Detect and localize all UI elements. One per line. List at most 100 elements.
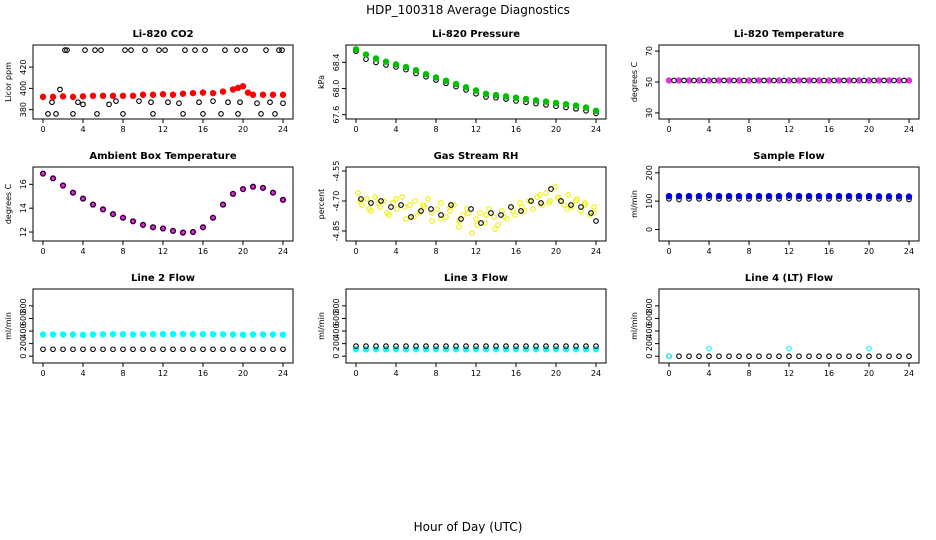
x-tick-label: 12 [471,369,481,378]
data-point [518,208,524,214]
x-tick-label: 20 [864,125,874,134]
data-point [825,77,833,84]
data-point [202,47,208,53]
data-point [179,330,187,338]
y-tick-label: 380 [19,102,28,117]
data-point [676,353,682,360]
x-tick-label: 20 [551,125,561,134]
x-tick-label: 0 [666,247,671,256]
data-point [162,47,168,53]
y-tick-label: 100 [645,194,654,209]
data-point [811,77,817,84]
data-point [447,208,453,214]
data-point [895,193,903,200]
data-point [411,214,417,220]
data-point [512,94,520,101]
data-point [230,191,236,197]
data-point [368,200,374,206]
data-point [795,77,803,84]
data-point [269,91,277,98]
data-point [432,74,440,81]
data-point [875,77,883,84]
data-point [696,353,702,360]
data-point [280,346,286,353]
data-point [258,111,264,117]
data-point [735,192,743,200]
data-point [845,77,853,84]
x-tick-label: 12 [784,369,794,378]
y-tick-label: 600 [332,311,341,326]
data-point [383,343,389,349]
x-tick-label: 24 [904,369,914,378]
y-axis-label: ml/min [4,312,13,340]
data-point [254,100,260,107]
data-point [353,343,359,349]
data-point [372,55,380,62]
data-point [593,343,599,349]
data-point [885,77,893,84]
data-points [352,343,600,353]
data-point [407,202,413,208]
y-tick-label: 67.6 [332,106,341,124]
data-point [393,343,399,349]
data-point [786,345,792,352]
data-point [240,346,246,353]
y-axis-label: Licor ppm [4,62,13,102]
data-point [905,193,913,200]
data-point [806,353,812,360]
data-point [200,111,206,117]
x-tick-label: 24 [904,247,914,256]
data-point [159,91,167,98]
x-tick-label: 8 [120,369,125,378]
data-point [591,210,597,216]
series-raw [358,186,599,226]
y-tick-label: 200 [332,336,341,351]
data-point [70,189,76,196]
data-point [160,346,166,353]
data-point [786,353,792,360]
data-point [791,77,797,84]
y-tick-label: 12 [19,227,28,237]
panel-title: Line 4 (LT) Flow [745,273,833,284]
x-tick-label: 8 [433,125,438,134]
y-tick-label: 800 [19,298,28,313]
data-point [462,84,470,91]
data-point [473,216,479,222]
data-point [492,226,498,232]
data-point [363,343,369,349]
x-tick-label: 20 [864,247,874,256]
data-point [352,46,360,53]
data-point [381,198,387,204]
data-point [546,200,552,206]
panel-title: Gas Stream RH [434,151,519,162]
data-point [735,77,743,84]
data-point [189,330,197,338]
data-point [230,346,236,353]
data-point [250,183,256,190]
data-point [270,189,276,196]
data-point [705,192,713,199]
data-point [50,346,56,353]
data-point [841,77,847,84]
data-point [420,202,426,208]
data-point [522,95,530,103]
data-point [453,343,459,349]
series-raw [40,170,286,236]
data-point [150,224,156,231]
data-point [100,206,106,213]
series-average [39,330,287,339]
data-point [382,58,390,65]
data-point [220,201,226,208]
data-point [705,77,713,84]
data-point [80,101,86,108]
data-point [530,206,536,212]
data-point [378,198,384,204]
data-point [458,216,464,222]
data-point [272,111,278,117]
data-point [726,353,732,360]
y-tick-label: 600 [19,311,28,326]
data-point [39,93,47,101]
